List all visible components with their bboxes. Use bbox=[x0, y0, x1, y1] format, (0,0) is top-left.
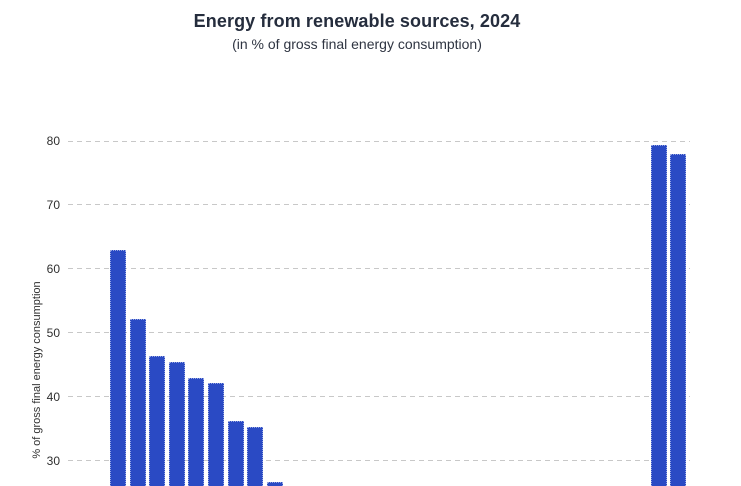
y-tick-label-80: 80 bbox=[46, 134, 60, 148]
y-tick-label-40: 40 bbox=[46, 389, 60, 404]
bar-left-group-2[interactable] bbox=[129, 319, 146, 486]
bar-left-group-4[interactable] bbox=[168, 362, 185, 486]
chart-subtitle: (in % of gross final energy consumption) bbox=[232, 36, 482, 52]
bar-right-group-2[interactable] bbox=[670, 153, 687, 486]
gridline-60 bbox=[68, 268, 690, 270]
gridline-80 bbox=[68, 140, 690, 142]
bar-left-group-9[interactable] bbox=[266, 481, 283, 486]
bar-left-group-6[interactable] bbox=[208, 383, 224, 486]
bar-left-group-3[interactable] bbox=[149, 355, 166, 486]
bar-left-group-1[interactable] bbox=[110, 250, 126, 486]
bar-left-group-8[interactable] bbox=[247, 426, 264, 486]
bar-right-group-1[interactable] bbox=[650, 144, 667, 486]
y-tick-label-50: 50 bbox=[46, 325, 60, 340]
chart-title: Energy from renewable sources, 2024 bbox=[193, 11, 521, 31]
bar-left-group-7[interactable] bbox=[227, 420, 244, 486]
bar-left-group-5[interactable] bbox=[188, 378, 205, 486]
y-tick-label-30: 30 bbox=[46, 453, 60, 468]
gridline-70 bbox=[68, 204, 690, 206]
y-tick-label-60: 60 bbox=[46, 261, 60, 276]
gridline-50 bbox=[68, 332, 690, 334]
gridline-30 bbox=[68, 460, 690, 461]
gridline-40 bbox=[68, 396, 690, 398]
y-tick-label-70: 70 bbox=[46, 197, 60, 212]
